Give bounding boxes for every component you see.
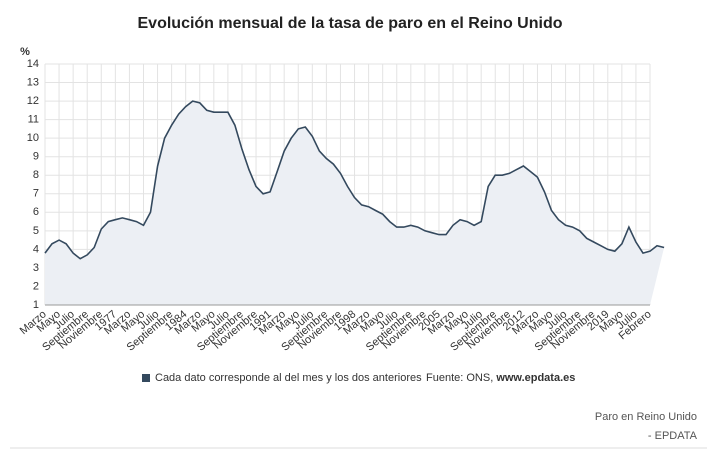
y-tick-label: 4	[33, 243, 39, 255]
y-tick-label: 3	[33, 262, 39, 274]
y-tick-label: 12	[27, 95, 39, 107]
source-prefix: Fuente: ONS,	[426, 372, 496, 384]
y-tick-label: 14	[27, 58, 39, 70]
chart-title: Evolución mensual de la tasa de paro en …	[138, 15, 563, 32]
y-tick-label: 13	[27, 76, 39, 88]
y-tick-label: 7	[33, 188, 39, 200]
legend-swatch	[142, 374, 150, 382]
y-tick-label: 9	[33, 151, 39, 163]
y-tick-label: 6	[33, 206, 39, 218]
area-fill	[45, 101, 665, 305]
y-tick-label: 8	[33, 169, 39, 181]
line	[44, 100, 665, 260]
y-axis-label: %	[20, 46, 30, 58]
legend-label: Cada dato corresponde al del mes y los d…	[155, 372, 422, 384]
source: Fuente: ONS, www.epdata.es	[426, 372, 575, 384]
footer-credit: - EPDATA	[648, 430, 698, 442]
y-tick-label: 11	[28, 114, 39, 126]
source-link[interactable]: www.epdata.es	[495, 372, 575, 384]
y-tick-label: 2	[33, 280, 39, 292]
y-tick-label: 10	[27, 132, 39, 144]
y-tick-label: 1	[33, 299, 39, 311]
y-tick-label: 5	[33, 225, 39, 237]
footer-title: Paro en Reino Unido	[595, 411, 697, 423]
